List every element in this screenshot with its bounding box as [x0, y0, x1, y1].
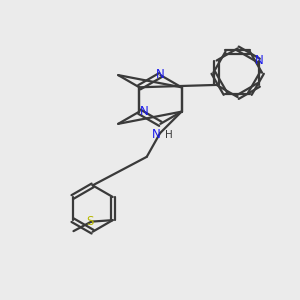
Text: S: S	[86, 215, 94, 228]
Text: N: N	[152, 128, 161, 141]
Text: H: H	[165, 130, 173, 140]
Text: N: N	[254, 54, 263, 67]
Text: N: N	[155, 68, 164, 81]
Text: N: N	[140, 105, 148, 118]
